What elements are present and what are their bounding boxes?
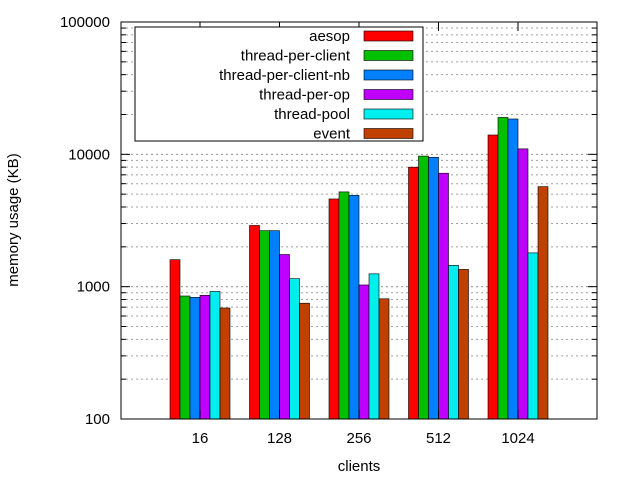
bar	[249, 225, 260, 420]
bar	[169, 259, 181, 420]
y-tick-label: 100000	[60, 14, 110, 31]
legend-swatch	[363, 50, 414, 61]
x-tick-label: 1024	[501, 430, 534, 447]
axis-ticks: 100 1000 10000 100000 16 128 256 512 1024	[60, 14, 597, 447]
bar	[299, 302, 310, 420]
bar	[368, 273, 380, 420]
x-axis-title: clients	[338, 458, 381, 475]
y-tick-label: 1000	[77, 279, 110, 296]
legend-swatch	[363, 30, 414, 42]
bar	[219, 307, 231, 420]
y-tick-label: 10000	[68, 146, 110, 163]
bar	[189, 297, 201, 420]
bar	[527, 252, 539, 420]
legend-label: thread-per-op	[259, 87, 350, 104]
bar	[438, 172, 449, 420]
bar	[348, 195, 360, 420]
bar	[418, 155, 429, 420]
x-tick-label: 256	[346, 430, 371, 447]
legend-box	[134, 26, 424, 142]
bar	[338, 191, 350, 420]
x-tick-label: 512	[426, 430, 451, 447]
legend-swatch	[363, 89, 414, 100]
bar	[328, 198, 340, 420]
bar	[517, 148, 529, 420]
bar	[497, 117, 509, 420]
bar	[259, 230, 270, 420]
bar	[487, 134, 499, 420]
bar	[448, 265, 459, 420]
legend-swatch	[363, 69, 414, 81]
y-axis-title: memory usage (KB)	[5, 153, 22, 286]
bars	[169, 117, 549, 420]
bar	[269, 230, 280, 420]
bar	[179, 295, 191, 420]
x-tick-label: 16	[192, 430, 209, 447]
bar	[537, 186, 549, 420]
legend-label: thread-per-client	[241, 48, 351, 65]
bar	[428, 156, 439, 420]
y-tick-label: 100	[85, 411, 110, 428]
legend: aesop thread-per-client thread-per-client-…	[134, 26, 424, 143]
bar	[199, 295, 211, 420]
legend-swatch	[363, 128, 414, 139]
legend-label: thread-per-client-nb	[219, 67, 350, 84]
bar	[408, 166, 419, 420]
bar	[209, 291, 221, 420]
legend-label: thread-pool	[274, 106, 350, 123]
bar	[378, 298, 390, 420]
x-tick-label: 128	[267, 430, 292, 447]
legend-label: event	[313, 126, 351, 143]
bar	[279, 254, 290, 420]
bar	[358, 284, 370, 420]
bar	[507, 118, 519, 420]
bar	[289, 278, 300, 420]
legend-label: aesop	[309, 28, 350, 45]
bar	[458, 269, 469, 420]
legend-swatch	[363, 108, 414, 120]
